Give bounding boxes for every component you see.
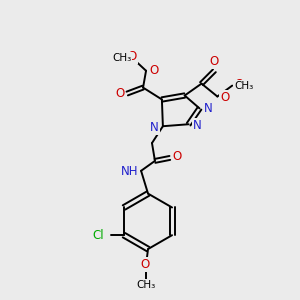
Text: O: O bbox=[149, 64, 158, 77]
Text: CH₃: CH₃ bbox=[112, 53, 131, 63]
Text: N: N bbox=[150, 121, 159, 134]
Text: CH₃: CH₃ bbox=[234, 81, 254, 91]
Text: N: N bbox=[193, 119, 201, 132]
Text: NH: NH bbox=[121, 165, 138, 178]
Text: O: O bbox=[220, 91, 230, 104]
Text: O: O bbox=[210, 55, 219, 68]
Text: O: O bbox=[220, 91, 230, 104]
Text: O: O bbox=[115, 87, 124, 100]
Text: O: O bbox=[234, 78, 244, 91]
Text: CH₃: CH₃ bbox=[136, 280, 156, 290]
Text: O: O bbox=[140, 258, 150, 272]
Text: N: N bbox=[203, 102, 212, 115]
Text: O: O bbox=[173, 150, 182, 164]
Text: Cl: Cl bbox=[93, 229, 104, 242]
Text: O: O bbox=[128, 50, 137, 63]
Text: O: O bbox=[210, 55, 219, 68]
